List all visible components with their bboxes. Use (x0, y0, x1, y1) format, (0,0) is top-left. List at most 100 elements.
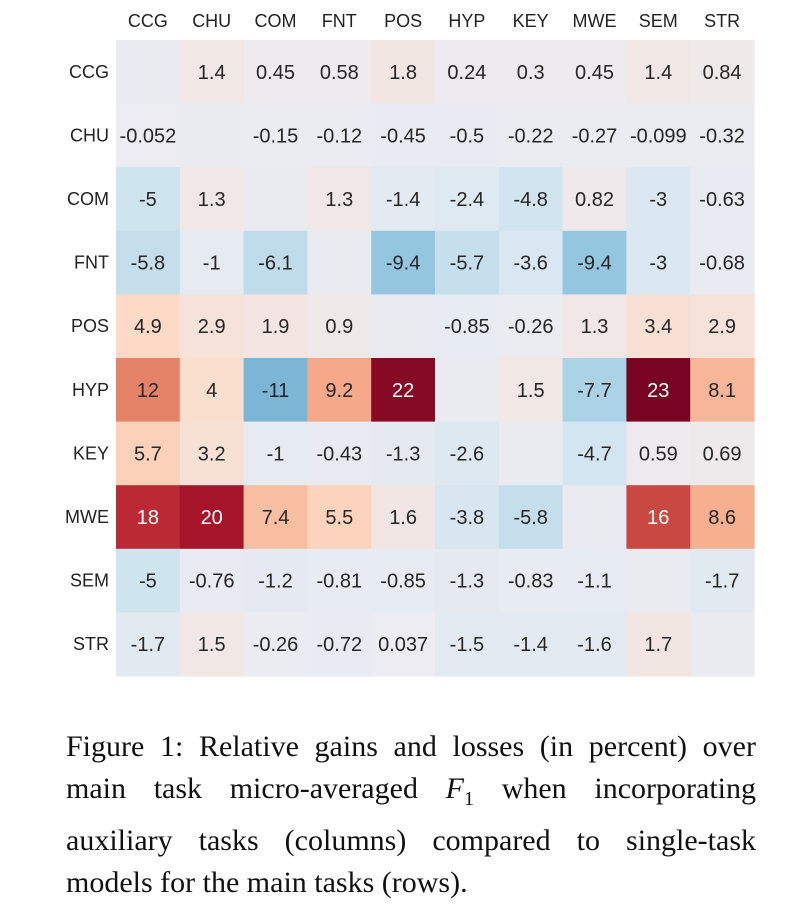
cell-label-fnt-key: -3.6 (513, 253, 547, 275)
row-label-sem: SEM (70, 571, 109, 591)
cell-mwe-mwe (562, 485, 627, 550)
cell-fnt-str (690, 230, 755, 295)
cell-label-key-ccg: 5.7 (134, 443, 162, 465)
cell-ccg-com (243, 40, 308, 105)
cell-chu-com (243, 103, 308, 168)
cell-pos-hyp (435, 294, 500, 359)
cell-label-hyp-chu: 4 (206, 380, 217, 402)
cell-label-fnt-chu: -1 (203, 253, 221, 275)
cell-ccg-mwe (562, 40, 627, 105)
cell-label-hyp-fnt: 9.2 (325, 380, 353, 402)
cell-chu-pos (371, 103, 436, 168)
cell-label-pos-sem: 3.4 (644, 316, 672, 338)
cell-com-ccg (116, 167, 181, 232)
cell-str-sem (626, 612, 691, 677)
cell-label-str-fnt: -0.72 (317, 634, 363, 656)
cell-hyp-sem (626, 358, 691, 423)
cell-pos-key (498, 294, 564, 359)
cell-label-str-sem: 1.7 (644, 634, 672, 656)
column-label-com: COM (255, 11, 297, 31)
cell-label-ccg-mwe: 0.45 (575, 62, 614, 84)
cell-hyp-pos (371, 358, 436, 423)
cell-hyp-str (690, 358, 755, 423)
cell-label-mwe-com: 7.4 (262, 507, 290, 529)
cell-label-fnt-hyp: -5.7 (450, 253, 484, 275)
cell-chu-ccg (116, 103, 181, 168)
cell-com-key (498, 167, 564, 232)
cell-label-ccg-str: 0.84 (703, 62, 742, 84)
caption-prefix: Figure 1: Relative gains and losses (in … (66, 730, 756, 805)
cell-key-mwe (562, 421, 627, 486)
cell-pos-pos (371, 294, 436, 359)
cell-label-ccg-chu: 1.4 (198, 62, 226, 84)
cell-label-com-pos: -1.4 (386, 189, 420, 211)
cell-label-key-str: 0.69 (703, 443, 742, 465)
cell-label-sem-chu: -0.76 (189, 571, 235, 593)
row-label-str: STR (73, 634, 109, 654)
cell-label-fnt-mwe: -9.4 (577, 253, 611, 275)
cell-fnt-sem (626, 230, 691, 295)
cell-chu-key (498, 103, 564, 168)
cell-label-pos-key: -0.26 (508, 316, 554, 338)
cell-hyp-ccg (116, 358, 181, 423)
cell-key-key (498, 421, 564, 486)
cell-mwe-key (498, 485, 564, 550)
cell-com-pos (371, 167, 436, 232)
column-label-chu: CHU (192, 11, 231, 31)
cell-label-key-sem: 0.59 (639, 443, 678, 465)
cell-label-pos-com: 1.9 (262, 316, 290, 338)
cell-chu-fnt (307, 103, 372, 168)
cell-label-chu-key: -0.22 (508, 125, 554, 147)
cell-label-chu-sem: -0.099 (630, 125, 687, 147)
cell-label-ccg-sem: 1.4 (644, 62, 672, 84)
cell-label-mwe-str: 8.6 (708, 507, 736, 529)
cell-fnt-mwe (562, 230, 627, 295)
cell-label-mwe-hyp: -3.8 (450, 507, 484, 529)
cell-com-sem (626, 167, 691, 232)
cell-str-fnt (307, 612, 372, 677)
cell-label-sem-key: -0.83 (508, 571, 554, 593)
cell-label-str-key: -1.4 (513, 634, 547, 656)
cell-sem-str (690, 548, 755, 613)
row-label-fnt: FNT (74, 253, 109, 273)
row-label-hyp: HYP (72, 380, 109, 400)
cell-mwe-com (243, 485, 308, 550)
cell-str-str (690, 612, 755, 677)
cell-ccg-ccg (116, 40, 181, 105)
cell-label-str-mwe: -1.6 (577, 634, 611, 656)
cell-chu-chu (179, 103, 245, 168)
cell-hyp-fnt (307, 358, 372, 423)
cell-label-com-str: -0.63 (699, 189, 745, 211)
cell-sem-pos (371, 548, 436, 613)
cell-label-com-mwe: 0.82 (575, 189, 614, 211)
cell-label-sem-com: -1.2 (258, 571, 292, 593)
row-label-com: COM (67, 189, 109, 209)
cell-label-ccg-key: 0.3 (517, 62, 545, 84)
cell-sem-com (243, 548, 308, 613)
cell-pos-str (690, 294, 755, 359)
cell-label-fnt-ccg: -5.8 (131, 253, 165, 275)
column-label-key: KEY (513, 11, 549, 31)
cell-label-mwe-pos: 1.6 (389, 507, 417, 529)
cell-sem-sem (626, 548, 691, 613)
cell-label-pos-hyp: -0.85 (444, 316, 490, 338)
cell-label-sem-pos: -0.85 (380, 571, 426, 593)
cell-label-key-chu: 3.2 (198, 443, 226, 465)
cell-label-hyp-com: -11 (262, 380, 289, 402)
column-label-sem: SEM (639, 11, 678, 31)
cell-hyp-com (243, 358, 308, 423)
cell-chu-sem (626, 103, 691, 168)
cell-ccg-key (498, 40, 564, 105)
cell-fnt-fnt (307, 230, 372, 295)
cell-ccg-hyp (435, 40, 500, 105)
cell-com-com (243, 167, 308, 232)
column-tick-labels: CCG CHU COM FNT POS HYP KEY MWE SEM STR (128, 11, 740, 31)
cell-label-mwe-sem: 16 (647, 507, 669, 529)
cell-label-pos-chu: 2.9 (198, 316, 226, 338)
cell-pos-sem (626, 294, 691, 359)
cell-mwe-sem (626, 485, 691, 550)
cell-label-ccg-com: 0.45 (256, 62, 295, 84)
cell-pos-com (243, 294, 308, 359)
cell-hyp-chu (179, 358, 245, 423)
cell-label-str-chu: 1.5 (198, 634, 226, 656)
